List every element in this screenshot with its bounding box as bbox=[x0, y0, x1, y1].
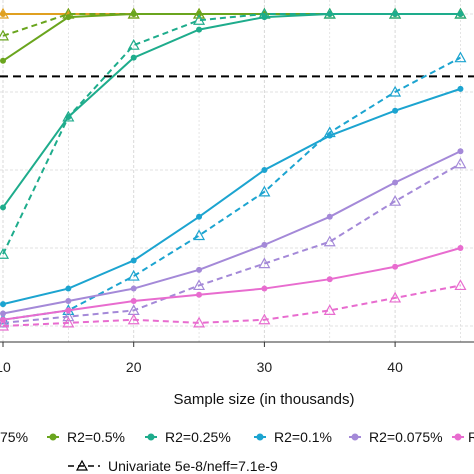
series-point-dot bbox=[392, 108, 398, 114]
series-point-dot bbox=[131, 55, 137, 61]
series-point-dot bbox=[261, 242, 267, 248]
series-point-dot bbox=[196, 214, 202, 220]
legend-label: R2=0.25% bbox=[165, 429, 231, 445]
legend-item: R2=0.25% bbox=[145, 429, 231, 445]
series-multivariate-2 bbox=[0, 11, 463, 64]
series-univariate-5 bbox=[0, 9, 465, 258]
series-point-dot bbox=[392, 264, 398, 270]
x-axis-title: Sample size (in thousands) bbox=[174, 391, 355, 408]
series-point-dot bbox=[0, 301, 6, 307]
series-point-dot bbox=[327, 214, 333, 220]
series-line bbox=[3, 14, 460, 207]
x-tick-label: 10 bbox=[0, 359, 11, 375]
series-line bbox=[3, 151, 460, 313]
x-tick-label: 40 bbox=[387, 359, 403, 375]
series-lines bbox=[0, 9, 465, 330]
series-point-dot bbox=[0, 58, 6, 64]
legend-univariate: Univariate 5e-8/neff=7.1e-9 bbox=[68, 458, 278, 474]
series-line bbox=[3, 14, 460, 254]
legend-item: R2=0.5% bbox=[47, 429, 125, 445]
series-point-dot bbox=[0, 311, 6, 317]
x-axis: 10 20 30 40 bbox=[0, 342, 474, 375]
series-point-dot bbox=[457, 245, 463, 251]
legend-label: R bbox=[468, 429, 474, 445]
legend-label: R2=0.1% bbox=[274, 429, 332, 445]
series-point-dot bbox=[65, 298, 71, 304]
series-line bbox=[3, 58, 460, 320]
series-point-dot bbox=[196, 267, 202, 273]
legend: 75% R2=0.5% R2=0.25% R2=0.1% R2=0.075% R Univa… bbox=[0, 429, 474, 474]
series-point-dot bbox=[457, 148, 463, 154]
series-point-dot bbox=[0, 204, 6, 210]
legend-item: R bbox=[452, 429, 474, 445]
series-line bbox=[3, 14, 460, 61]
series-point-dot bbox=[65, 307, 71, 313]
legend-item: R2=0.075% bbox=[349, 429, 443, 445]
legend-dot bbox=[257, 434, 264, 441]
legend-univariate-label: Univariate 5e-8/neff=7.1e-9 bbox=[108, 458, 278, 474]
series-point-dot bbox=[327, 276, 333, 282]
x-tick-label: 30 bbox=[257, 359, 273, 375]
legend-label: R2=0.075% bbox=[369, 429, 443, 445]
series-point-dot bbox=[65, 14, 71, 20]
legend-dot bbox=[455, 434, 462, 441]
legend-label: 75% bbox=[0, 429, 28, 445]
series-point-dot bbox=[261, 167, 267, 173]
series-line bbox=[3, 248, 460, 320]
legend-dot bbox=[50, 434, 57, 441]
legend-item: 75% bbox=[0, 429, 28, 445]
series-point-dot bbox=[131, 298, 137, 304]
x-tick-label: 20 bbox=[126, 359, 142, 375]
series-point-dot bbox=[131, 286, 137, 292]
series-point-dot bbox=[196, 27, 202, 33]
series-point-dot bbox=[196, 292, 202, 298]
legend-item: R2=0.1% bbox=[254, 429, 332, 445]
series-point-dot bbox=[261, 286, 267, 292]
series-point-dot bbox=[65, 286, 71, 292]
series-point-dot bbox=[131, 257, 137, 263]
legend-dot bbox=[352, 434, 359, 441]
legend-dot bbox=[148, 434, 155, 441]
series-univariate-7 bbox=[0, 53, 465, 324]
series-point-dot bbox=[392, 179, 398, 185]
series-point-dot bbox=[457, 86, 463, 92]
legend-label: R2=0.5% bbox=[67, 429, 125, 445]
